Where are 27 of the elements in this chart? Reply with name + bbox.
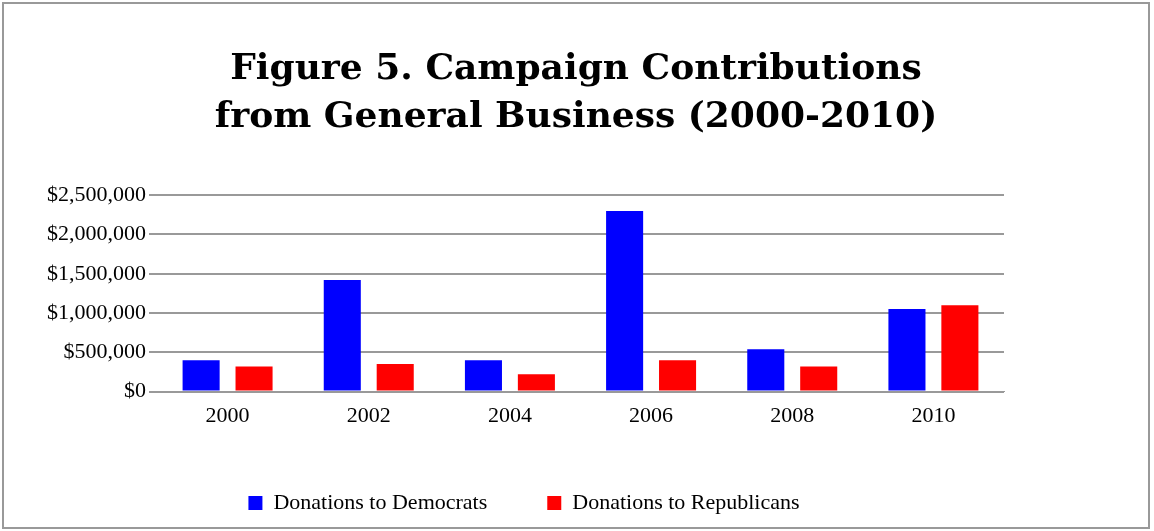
bar [747, 349, 785, 391]
y-tick-label: $1,000,000 [47, 298, 146, 324]
y-tick-label: $2,500,000 [47, 180, 146, 206]
bar [800, 366, 838, 391]
bar [235, 366, 273, 391]
bar [464, 360, 502, 391]
x-tick-label: 2010 [911, 401, 956, 427]
legend-label: Donations to Republicans [572, 488, 800, 514]
chart-title: Figure 5. Campaign Contributions from General Business (2000-2010) [213, 44, 939, 137]
x-tick-label: 2002 [346, 401, 391, 427]
x-tick-label: 2008 [770, 401, 815, 427]
bar [941, 305, 979, 391]
x-tick-label: 2006 [629, 401, 674, 427]
legend-label: Donations to Democrats [273, 488, 488, 514]
x-tick-label: 2000 [205, 401, 250, 427]
bar [182, 360, 220, 391]
bar [517, 374, 555, 391]
y-tick-label: $0 [124, 377, 146, 403]
bar [888, 309, 926, 391]
bar [659, 360, 697, 391]
bar [323, 280, 361, 391]
y-tick-label: $500,000 [63, 338, 146, 364]
bar [606, 210, 644, 391]
x-tick-label: 2004 [487, 401, 532, 427]
bar [376, 364, 414, 391]
y-tick-label: $1,500,000 [47, 259, 146, 285]
y-tick-label: $2,000,000 [47, 220, 146, 246]
